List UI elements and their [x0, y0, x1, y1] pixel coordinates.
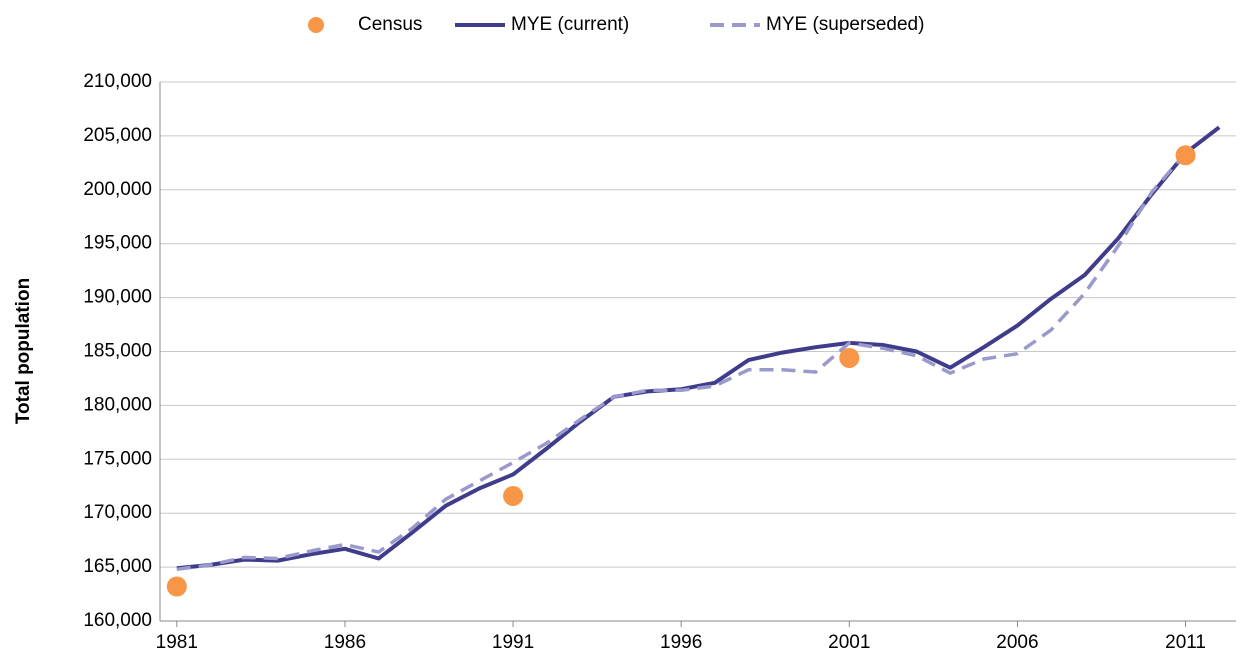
- y-tick-label: 185,000: [83, 341, 152, 362]
- x-tick-label: 1996: [660, 632, 702, 653]
- census-point: [503, 485, 524, 506]
- x-tick-label: 1981: [156, 632, 198, 653]
- y-tick-label: 200,000: [83, 179, 152, 200]
- y-axis-label: Total population: [13, 278, 34, 424]
- legend-marker: [308, 17, 324, 33]
- y-tick-label: 190,000: [83, 287, 152, 308]
- x-tick-label: 1991: [492, 632, 534, 653]
- y-tick-label: 160,000: [83, 610, 152, 631]
- superseded-line: [176, 151, 1187, 572]
- current-line: [176, 125, 1221, 571]
- census-point: [166, 576, 187, 597]
- y-tick-label: 205,000: [83, 125, 152, 146]
- legend-label: Census: [358, 14, 422, 35]
- y-tick-label: 210,000: [83, 71, 152, 92]
- y-tick-label: 165,000: [83, 556, 152, 577]
- x-tick-label: 1986: [324, 632, 366, 653]
- y-tick-label: 195,000: [83, 233, 152, 254]
- x-tick-label: 2001: [828, 632, 870, 653]
- x-tick-label: 2011: [1165, 632, 1206, 653]
- census-point: [839, 347, 860, 368]
- census-point: [1175, 145, 1196, 166]
- legend-label: MYE (current): [511, 14, 629, 35]
- x-tick-label: 2006: [996, 632, 1038, 653]
- legend-label: MYE (superseded): [766, 14, 924, 35]
- y-tick-label: 170,000: [83, 502, 152, 523]
- y-tick-label: 175,000: [83, 448, 152, 469]
- y-tick-label: 180,000: [83, 394, 152, 415]
